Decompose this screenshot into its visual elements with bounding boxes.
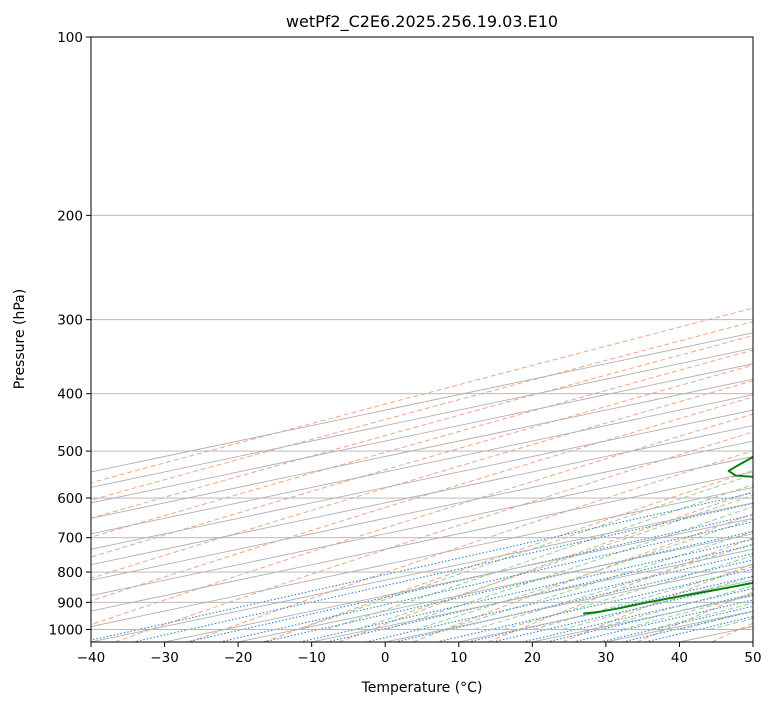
isotherm-line xyxy=(91,440,753,581)
x-tick-label: 0 xyxy=(381,650,390,666)
x-tick-label: 10 xyxy=(450,650,467,666)
moist-adiabat-line xyxy=(327,483,753,630)
mixing-ratio-line xyxy=(132,502,753,642)
mixing-ratio-line xyxy=(645,616,753,642)
plot-background xyxy=(91,37,753,642)
x-tick-label: 50 xyxy=(744,650,761,666)
dry-adiabat-line xyxy=(413,513,753,642)
y-tick-label: 100 xyxy=(57,30,83,46)
y-tick-label: 700 xyxy=(57,531,83,547)
isotherm-line xyxy=(752,641,753,642)
isotherm-line xyxy=(91,332,753,473)
dry-adiabat-line xyxy=(264,469,753,642)
moist-adiabats xyxy=(297,37,775,630)
moist-adiabat-line xyxy=(474,543,753,630)
isotherm-line xyxy=(91,409,753,550)
y-tick-label: 1000 xyxy=(49,622,83,638)
axes: −40 −30 −20 −10 0 10 20 30 40 50 100 200 300 400 500 60… xyxy=(49,30,762,666)
isotherm-line xyxy=(91,502,753,642)
moist-adiabat-line xyxy=(769,37,775,629)
plot-frame xyxy=(90,36,754,643)
moist-adiabat-line xyxy=(533,566,753,630)
x-tick-label: −40 xyxy=(77,650,106,666)
y-axis-label: Pressure (hPa) xyxy=(12,289,28,389)
y-tick-label: 300 xyxy=(57,313,83,329)
mixing-ratio-line xyxy=(299,538,753,642)
isotherm-line xyxy=(164,517,753,642)
isotherm-line xyxy=(91,456,753,597)
x-tick-label: −30 xyxy=(150,650,179,666)
y-tick-label: 500 xyxy=(57,444,83,460)
chart-title: wetPf2_C2E6.2025.256.19.03.E10 xyxy=(286,12,558,32)
mixing-ratio-line xyxy=(365,553,753,642)
moist-adiabat-line xyxy=(503,555,753,630)
isotherm-line xyxy=(91,486,753,628)
y-tick-label: 800 xyxy=(57,565,83,581)
isotherm-line xyxy=(91,425,753,566)
isotherm-grid xyxy=(91,332,753,642)
mixing-ratio-line xyxy=(326,544,753,642)
moist-adiabat-line xyxy=(385,506,753,630)
isobar-grid xyxy=(91,37,753,630)
x-tick-label: 30 xyxy=(597,650,614,666)
mixing-ratio-line xyxy=(91,492,753,641)
dry-adiabat-line xyxy=(91,413,753,626)
moist-adiabat-line xyxy=(591,585,753,630)
y-tick-label: 600 xyxy=(57,491,83,507)
y-tick-label: 400 xyxy=(57,387,83,403)
dry-adiabat-line xyxy=(91,364,753,558)
moist-adiabat-line xyxy=(297,474,753,630)
y-tick-label: 900 xyxy=(57,595,83,611)
isotherm-line xyxy=(91,471,753,612)
isotherm-line xyxy=(238,533,753,642)
dry-adiabat-line xyxy=(91,335,753,519)
x-tick-label: −20 xyxy=(224,650,253,666)
y-tick-label: 200 xyxy=(57,208,83,224)
dry-adiabat-line xyxy=(189,450,753,642)
mixing-ratio-line xyxy=(622,610,753,642)
x-tick-label: 20 xyxy=(524,650,541,666)
x-tick-label: −10 xyxy=(297,650,326,666)
moist-adiabat-line xyxy=(562,576,753,630)
x-axis-label: Temperature (°C) xyxy=(361,680,483,696)
x-tick-label: 40 xyxy=(671,650,688,666)
